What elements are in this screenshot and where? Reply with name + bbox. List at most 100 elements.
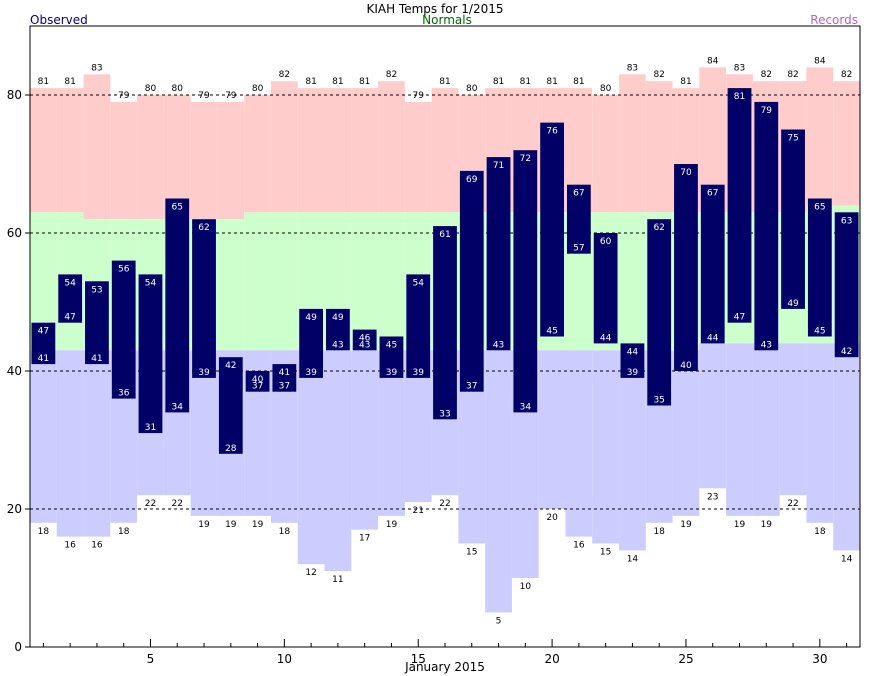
observed-high-label: 60 — [600, 237, 612, 247]
observed-low-label: 47 — [64, 313, 75, 323]
record-low-label: 19 — [252, 520, 264, 530]
observed-high-label: 42 — [225, 361, 236, 371]
normal-band — [619, 212, 646, 351]
observed-high-label: 40 — [252, 375, 264, 385]
observed-low-label: 39 — [412, 368, 424, 378]
observed-bar — [406, 274, 431, 378]
x-tick-label: 30 — [812, 652, 827, 666]
observed-bar — [85, 281, 109, 365]
observed-high-label: 54 — [145, 278, 157, 288]
observed-low-label: 42 — [841, 347, 852, 357]
observed-high-label: 47 — [38, 327, 49, 337]
record-high-band — [431, 88, 459, 213]
observed-bar — [245, 371, 270, 392]
observed-bar — [540, 122, 564, 337]
normal-band — [378, 212, 405, 351]
record-high-band — [404, 101, 432, 213]
observed-bar — [834, 212, 859, 358]
observed-bar — [326, 308, 350, 351]
legend-observed: Observed — [30, 13, 88, 27]
record-low-label: 18 — [279, 527, 291, 537]
record-low-label: 23 — [707, 492, 718, 502]
record-high-label: 82 — [653, 70, 664, 80]
observed-high-label: 62 — [198, 223, 209, 233]
observed-low-label: 43 — [332, 340, 343, 350]
record-low-label: 18 — [653, 527, 665, 537]
record-low-label: 19 — [225, 520, 237, 530]
observed-high-label: 61 — [439, 230, 450, 240]
record-high-label: 81 — [439, 77, 450, 87]
record-high-band — [833, 81, 860, 206]
observed-bar — [138, 274, 163, 434]
observed-high-label: 76 — [546, 127, 558, 137]
record-low-label: 18 — [118, 527, 130, 537]
observed-low-label: 34 — [172, 402, 184, 412]
record-low-band — [752, 343, 780, 516]
record-low-label: 16 — [573, 541, 585, 551]
record-low-label: 22 — [439, 499, 450, 509]
observed-bar — [566, 184, 591, 254]
record-low-band — [485, 350, 512, 613]
observed-high-label: 46 — [359, 334, 371, 344]
record-low-label: 19 — [680, 520, 692, 530]
observed-bar — [513, 150, 538, 413]
observed-high-label: 81 — [734, 92, 745, 102]
record-high-label: 80 — [145, 84, 157, 94]
record-high-label: 82 — [761, 70, 772, 80]
observed-high-label: 69 — [466, 175, 478, 185]
record-low-label: 12 — [305, 568, 316, 578]
legend-normals: Normals — [422, 13, 472, 27]
record-high-label: 81 — [359, 77, 370, 87]
observed-bar — [459, 170, 484, 392]
record-high-label: 82 — [386, 70, 397, 80]
record-low-label: 19 — [386, 520, 398, 530]
record-low-label: 11 — [332, 575, 343, 585]
record-low-label: 16 — [91, 541, 103, 551]
observed-high-label: 53 — [91, 285, 102, 295]
record-high-label: 81 — [64, 77, 75, 87]
observed-bar — [218, 357, 243, 454]
record-high-band — [297, 88, 325, 213]
record-high-label: 83 — [91, 63, 102, 73]
observed-high-label: 56 — [118, 265, 130, 275]
observed-bar — [192, 219, 216, 378]
record-low-label: 17 — [359, 534, 370, 544]
observed-bar — [272, 364, 297, 392]
y-tick-label: 20 — [7, 502, 22, 516]
observed-bar — [754, 101, 779, 351]
record-high-label: 84 — [707, 56, 719, 66]
record-high-label: 81 — [493, 77, 504, 87]
y-tick-label: 0 — [14, 640, 22, 654]
observed-high-label: 75 — [787, 134, 798, 144]
x-tick-label: 25 — [678, 652, 693, 666]
record-high-band — [270, 81, 298, 213]
record-high-band — [30, 88, 57, 213]
record-low-band — [83, 350, 111, 537]
observed-low-label: 47 — [734, 313, 745, 323]
observed-high-label: 44 — [627, 347, 639, 357]
record-low-band — [619, 350, 646, 551]
record-low-label: 14 — [841, 554, 853, 564]
chart-title: KIAH Temps for 1/2015 — [366, 2, 503, 16]
observed-low-label: 45 — [546, 327, 557, 337]
observed-bar — [299, 308, 324, 378]
observed-bar — [379, 336, 404, 378]
observed-high-label: 49 — [332, 313, 344, 323]
observed-low-label: 36 — [118, 389, 130, 399]
record-high-label: 80 — [252, 84, 264, 94]
record-high-label: 80 — [172, 84, 184, 94]
record-high-band — [592, 95, 620, 213]
normal-band — [244, 212, 271, 351]
record-high-band — [806, 67, 834, 206]
observed-low-label: 35 — [653, 396, 664, 406]
record-high-label: 79 — [412, 91, 424, 101]
observed-bar — [647, 219, 672, 406]
record-high-label: 82 — [841, 70, 852, 80]
observed-high-label: 67 — [573, 189, 584, 199]
observed-high-label: 72 — [520, 154, 531, 164]
observed-high-label: 54 — [412, 278, 424, 288]
observed-bar — [433, 226, 457, 420]
record-low-label: 19 — [734, 520, 746, 530]
x-axis-label: January 2015 — [404, 660, 485, 674]
